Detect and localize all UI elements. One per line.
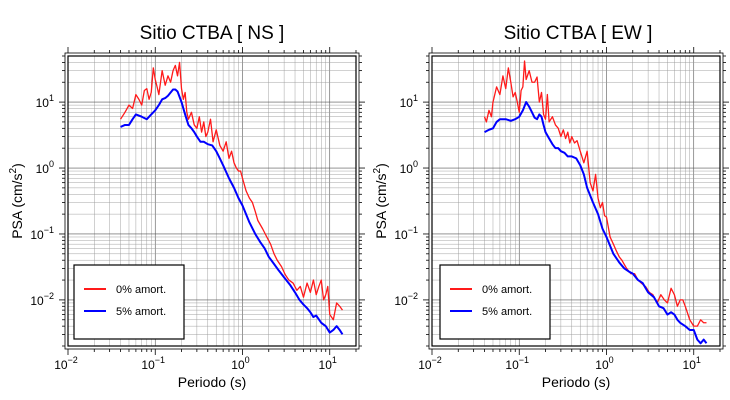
x-tick-label: 101: [319, 355, 337, 372]
legend-label: 0% amort.: [116, 284, 166, 296]
x-tick-label: 10−1: [505, 355, 529, 372]
legend-box: [439, 264, 551, 340]
x-tick-label: 100: [595, 355, 613, 372]
tick-exponent: 1: [49, 93, 54, 103]
y-tick-label: 100: [400, 159, 418, 176]
tick-base: 10: [400, 96, 414, 110]
y-axis-label-main: PSA (cm/s: [373, 173, 389, 238]
tick-exponent: −2: [408, 291, 418, 301]
plot-frame-outer: [64, 52, 360, 350]
legend: 0% amort. 5% amort.: [439, 264, 551, 340]
tick-base: 10: [36, 162, 50, 176]
y-tick-label: 101: [36, 93, 54, 110]
tick-exponent: −1: [44, 225, 54, 235]
tick-base: 10: [54, 358, 68, 372]
y-axis-label-sup: 2: [8, 167, 19, 173]
tick-exponent: −1: [155, 355, 165, 365]
x-tick-label: 10−1: [141, 355, 165, 372]
tick-base: 10: [683, 358, 697, 372]
chart-title: Sitio CTBA [ NS ]: [140, 23, 285, 44]
y-tick-label: 10−2: [394, 291, 418, 308]
tick-exponent: −1: [408, 225, 418, 235]
tick-exponent: −2: [44, 291, 54, 301]
y-tick-label: 10−2: [30, 291, 54, 308]
x-tick-label: 101: [683, 355, 701, 372]
series-line-undamped: [483, 60, 707, 327]
plot-frame: [67, 55, 357, 347]
x-axis-label: Periodo (s): [178, 374, 246, 390]
y-tick-label: 10−1: [30, 225, 54, 242]
legend: 0% amort. 5% amort.: [73, 264, 185, 340]
tick-exponent: −2: [432, 355, 442, 365]
tick-base: 10: [394, 228, 408, 242]
y-axis-label: PSA (cm/s2): [8, 163, 25, 239]
y-axis-label-main: PSA (cm/s: [9, 173, 25, 238]
series-line-damped: [120, 88, 344, 335]
tick-exponent: 0: [245, 355, 250, 365]
plot-frame-outer: [428, 52, 724, 350]
tick-exponent: 0: [609, 355, 614, 365]
tick-exponent: 0: [413, 159, 418, 169]
legend-box: [73, 264, 185, 340]
tick-exponent: 1: [332, 355, 337, 365]
x-tick-label: 100: [231, 355, 249, 372]
y-axis-label-end: ): [9, 163, 25, 168]
tick-exponent: 0: [49, 159, 54, 169]
legend-label: 5% amort.: [482, 306, 532, 318]
y-axis-label-end: ): [373, 163, 389, 168]
tick-exponent: −1: [519, 355, 529, 365]
legend-label: 0% amort.: [482, 284, 532, 296]
tick-base: 10: [141, 358, 155, 372]
y-tick-label: 101: [400, 93, 418, 110]
tick-base: 10: [595, 358, 609, 372]
tick-base: 10: [30, 294, 44, 308]
x-tick-label: 10−2: [54, 355, 78, 372]
tick-base: 10: [394, 294, 408, 308]
y-tick-label: 100: [36, 159, 54, 176]
tick-exponent: 1: [413, 93, 418, 103]
tick-base: 10: [418, 358, 432, 372]
tick-base: 10: [400, 162, 414, 176]
tick-base: 10: [319, 358, 333, 372]
tick-base: 10: [505, 358, 519, 372]
y-tick-label: 10−1: [394, 225, 418, 242]
y-axis-label-sup: 2: [372, 167, 383, 173]
y-axis-label: PSA (cm/s2): [372, 163, 389, 239]
tick-base: 10: [36, 96, 50, 110]
series-line-damped: [484, 101, 708, 345]
x-axis-label: Periodo (s): [542, 374, 610, 390]
tick-exponent: −2: [68, 355, 78, 365]
tick-base: 10: [30, 228, 44, 242]
plot-frame: [431, 55, 721, 347]
tick-exponent: 1: [696, 355, 701, 365]
x-tick-label: 10−2: [418, 355, 442, 372]
tick-base: 10: [231, 358, 245, 372]
series-line-undamped: [119, 61, 344, 321]
chart-title: Sitio CTBA [ EW ]: [504, 23, 653, 44]
legend-label: 5% amort.: [116, 306, 166, 318]
